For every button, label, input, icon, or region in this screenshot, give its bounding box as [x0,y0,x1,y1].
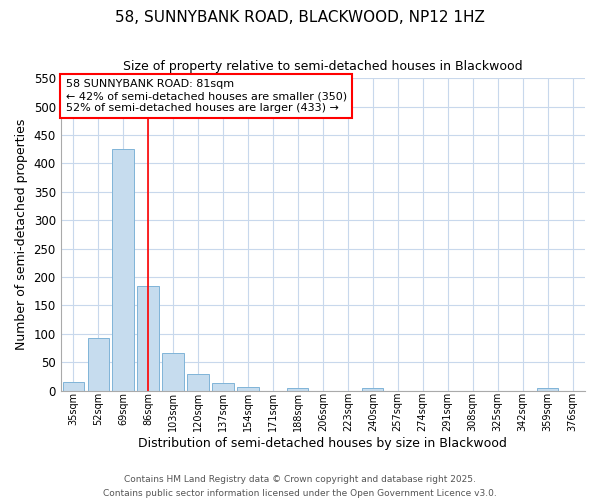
Bar [238,387,259,390]
Bar [537,388,558,390]
Text: Contains HM Land Registry data © Crown copyright and database right 2025.
Contai: Contains HM Land Registry data © Crown c… [103,476,497,498]
Title: Size of property relative to semi-detached houses in Blackwood: Size of property relative to semi-detach… [123,60,523,73]
Bar [112,150,134,390]
Bar [137,286,158,391]
Bar [187,374,209,390]
Bar [212,383,233,390]
Y-axis label: Number of semi-detached properties: Number of semi-detached properties [15,119,28,350]
Bar [163,352,184,391]
X-axis label: Distribution of semi-detached houses by size in Blackwood: Distribution of semi-detached houses by … [139,437,507,450]
Text: 58, SUNNYBANK ROAD, BLACKWOOD, NP12 1HZ: 58, SUNNYBANK ROAD, BLACKWOOD, NP12 1HZ [115,10,485,25]
Text: 58 SUNNYBANK ROAD: 81sqm
← 42% of semi-detached houses are smaller (350)
52% of : 58 SUNNYBANK ROAD: 81sqm ← 42% of semi-d… [65,80,347,112]
Bar [62,382,84,390]
Bar [287,388,308,390]
Bar [88,338,109,390]
Bar [362,388,383,390]
